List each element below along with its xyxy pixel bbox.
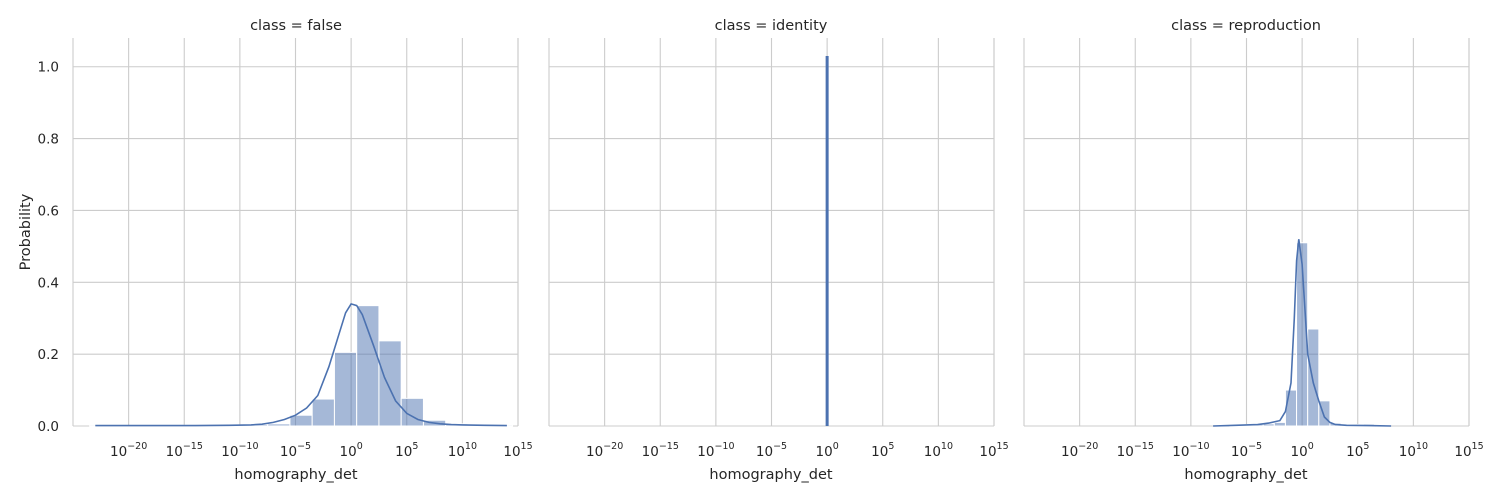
- x-axis-label-false: homography_det: [234, 467, 357, 483]
- panel-title-identity: class = identity: [715, 18, 828, 34]
- x-tick-label: 10−5: [756, 441, 787, 460]
- histogram-bar: [1273, 421, 1286, 427]
- x-tick-label: 1010: [924, 441, 953, 460]
- x-tick-label: 10−10: [1172, 441, 1209, 460]
- histogram-bar: [1307, 328, 1320, 427]
- x-tick-label: 10−20: [1061, 441, 1098, 460]
- x-tick-label: 10−15: [166, 441, 203, 460]
- x-tick-label: 10−20: [110, 441, 147, 460]
- kde-curve: [1213, 239, 1392, 427]
- x-axis-label-reproduction: homography_det: [1184, 467, 1307, 483]
- histogram-bar: [333, 351, 358, 427]
- kde-curve: [95, 302, 507, 427]
- histogram-bar: [356, 305, 380, 427]
- facet-panel-identity: class = identity homography_det 10−20 10−…: [548, 18, 1009, 483]
- x-tick-label: 10−15: [1117, 441, 1154, 460]
- panel-title-false: class = false: [250, 18, 342, 34]
- y-tick-label: 0.0: [38, 419, 59, 435]
- facet-panel-false: class = false homography_det 10−20 10−15 1…: [38, 18, 533, 483]
- histogram-bar: [378, 340, 402, 427]
- y-tick-label: 0.8: [38, 132, 59, 148]
- x-tick-label: 1015: [979, 441, 1008, 460]
- x-tick-label: 10−10: [221, 441, 258, 460]
- x-tick-label: 10−10: [697, 441, 734, 460]
- histogram-bar: [1284, 389, 1298, 427]
- x-tick-label: 100: [340, 441, 363, 460]
- x-tick-label: 105: [395, 441, 418, 460]
- y-tick-label: 1.0: [38, 60, 59, 76]
- x-tick-label: 10−5: [280, 441, 311, 460]
- histogram-bar: [311, 398, 335, 427]
- grid-lines: [72, 38, 519, 427]
- y-tick-label: 0.6: [38, 203, 59, 219]
- x-tick-label: 100: [1291, 441, 1314, 460]
- x-axis-label-identity: homography_det: [709, 467, 832, 483]
- x-tick-label: 1010: [448, 441, 477, 460]
- y-tick-label: 0.4: [38, 275, 59, 291]
- histogram-bar: [400, 397, 424, 427]
- y-tick-label: 0.2: [38, 347, 59, 363]
- grid-lines: [548, 38, 995, 427]
- histogram-bars: [89, 305, 513, 427]
- x-tick-label: 10−15: [642, 441, 679, 460]
- grid-lines: [1023, 38, 1470, 427]
- histogram-bar: [1318, 400, 1331, 427]
- histogram-bar: [267, 423, 291, 427]
- x-tick-label: 1015: [1454, 441, 1483, 460]
- x-tick-label: 105: [871, 441, 894, 460]
- y-axis-label: Probability: [18, 193, 34, 270]
- x-tick-label: 1015: [503, 441, 532, 460]
- panel-title-reproduction: class = reproduction: [1171, 18, 1321, 34]
- facet-panel-reproduction: class = reproduction homography_det 10−2…: [1023, 18, 1484, 483]
- x-tick-label: 1010: [1399, 441, 1428, 460]
- histogram-bars: [1229, 242, 1387, 427]
- x-tick-label: 10−5: [1231, 441, 1262, 460]
- x-tick-label: 105: [1346, 441, 1369, 460]
- x-tick-label: 10−20: [586, 441, 623, 460]
- x-tick-label: 100: [816, 441, 839, 460]
